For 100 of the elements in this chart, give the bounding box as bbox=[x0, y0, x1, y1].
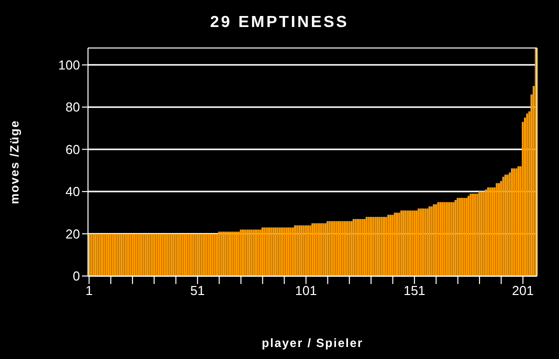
bar bbox=[124, 234, 127, 276]
bar bbox=[444, 202, 446, 276]
bar bbox=[108, 234, 110, 276]
bar bbox=[482, 192, 485, 276]
bar bbox=[131, 234, 134, 276]
bar bbox=[456, 198, 459, 276]
bar bbox=[413, 210, 416, 276]
bar bbox=[450, 202, 452, 276]
bar bbox=[374, 216, 376, 276]
bar bbox=[266, 227, 268, 276]
bar bbox=[307, 225, 310, 276]
bar bbox=[342, 221, 344, 276]
bar bbox=[236, 232, 238, 276]
bar bbox=[396, 212, 398, 276]
bar bbox=[216, 234, 218, 276]
bar bbox=[432, 204, 435, 276]
bar bbox=[292, 227, 294, 276]
y-axis-title: moves /Züge bbox=[7, 120, 22, 204]
bar bbox=[166, 234, 168, 276]
x-axis-title: player / Spieler bbox=[262, 336, 364, 350]
bar bbox=[212, 234, 214, 276]
bar bbox=[244, 230, 246, 276]
bar bbox=[103, 234, 106, 276]
bar bbox=[153, 234, 156, 276]
y-tick-label: 0 bbox=[72, 268, 80, 284]
bar bbox=[190, 234, 192, 276]
bar bbox=[320, 223, 322, 276]
bar bbox=[285, 227, 288, 276]
bar bbox=[328, 221, 331, 276]
bar bbox=[110, 234, 112, 276]
bar bbox=[416, 210, 418, 276]
bar bbox=[98, 234, 101, 276]
bar bbox=[233, 232, 236, 276]
bar bbox=[372, 216, 374, 276]
bar bbox=[252, 230, 255, 276]
bar bbox=[148, 234, 151, 276]
bar bbox=[224, 232, 227, 276]
bar bbox=[138, 234, 140, 276]
bar bbox=[465, 198, 468, 276]
bar bbox=[278, 227, 281, 276]
bar bbox=[474, 194, 476, 276]
bar bbox=[498, 183, 500, 276]
bar bbox=[264, 227, 266, 276]
bar bbox=[394, 212, 396, 276]
bar bbox=[192, 234, 194, 276]
bar bbox=[390, 214, 392, 276]
bar bbox=[207, 234, 210, 276]
bar bbox=[348, 221, 350, 276]
bar bbox=[428, 206, 431, 276]
bar bbox=[506, 174, 509, 276]
bar bbox=[118, 234, 120, 276]
bar bbox=[424, 208, 426, 276]
y-tick-label: 60 bbox=[66, 142, 80, 157]
bar bbox=[426, 208, 428, 276]
bar bbox=[368, 216, 370, 276]
bar bbox=[344, 221, 346, 276]
bar bbox=[504, 174, 506, 276]
bar bbox=[316, 223, 318, 276]
bar bbox=[242, 230, 244, 276]
bar bbox=[510, 168, 513, 276]
bar bbox=[496, 183, 498, 276]
bar bbox=[461, 198, 464, 276]
bar bbox=[324, 223, 326, 276]
bar bbox=[340, 221, 342, 276]
bar bbox=[144, 234, 146, 276]
y-tick-label: 40 bbox=[66, 184, 80, 200]
bar bbox=[337, 221, 340, 276]
bar bbox=[366, 216, 368, 276]
bar bbox=[179, 234, 182, 276]
bar bbox=[437, 202, 440, 276]
bar bbox=[517, 166, 520, 276]
bar bbox=[281, 227, 284, 276]
bar bbox=[446, 202, 448, 276]
y-tick-label: 100 bbox=[58, 58, 80, 73]
bar bbox=[231, 232, 234, 276]
bar bbox=[205, 234, 208, 276]
bar bbox=[296, 225, 298, 276]
bar bbox=[489, 187, 492, 276]
bar bbox=[246, 230, 248, 276]
bar bbox=[470, 194, 472, 276]
bar bbox=[160, 234, 162, 276]
bar bbox=[480, 192, 483, 276]
bar bbox=[508, 172, 511, 276]
bar bbox=[270, 227, 272, 276]
bar bbox=[442, 202, 444, 276]
bar bbox=[248, 230, 251, 276]
bar bbox=[468, 196, 470, 276]
bar bbox=[134, 234, 136, 276]
bar bbox=[400, 210, 402, 276]
bar bbox=[350, 221, 352, 276]
bar bbox=[487, 187, 490, 276]
bar bbox=[226, 232, 229, 276]
bar bbox=[196, 234, 198, 276]
bar bbox=[276, 227, 279, 276]
bar bbox=[300, 225, 303, 276]
bar bbox=[170, 234, 172, 276]
bar bbox=[387, 214, 390, 276]
bar bbox=[92, 234, 94, 276]
bar bbox=[155, 234, 158, 276]
bar bbox=[502, 176, 504, 276]
